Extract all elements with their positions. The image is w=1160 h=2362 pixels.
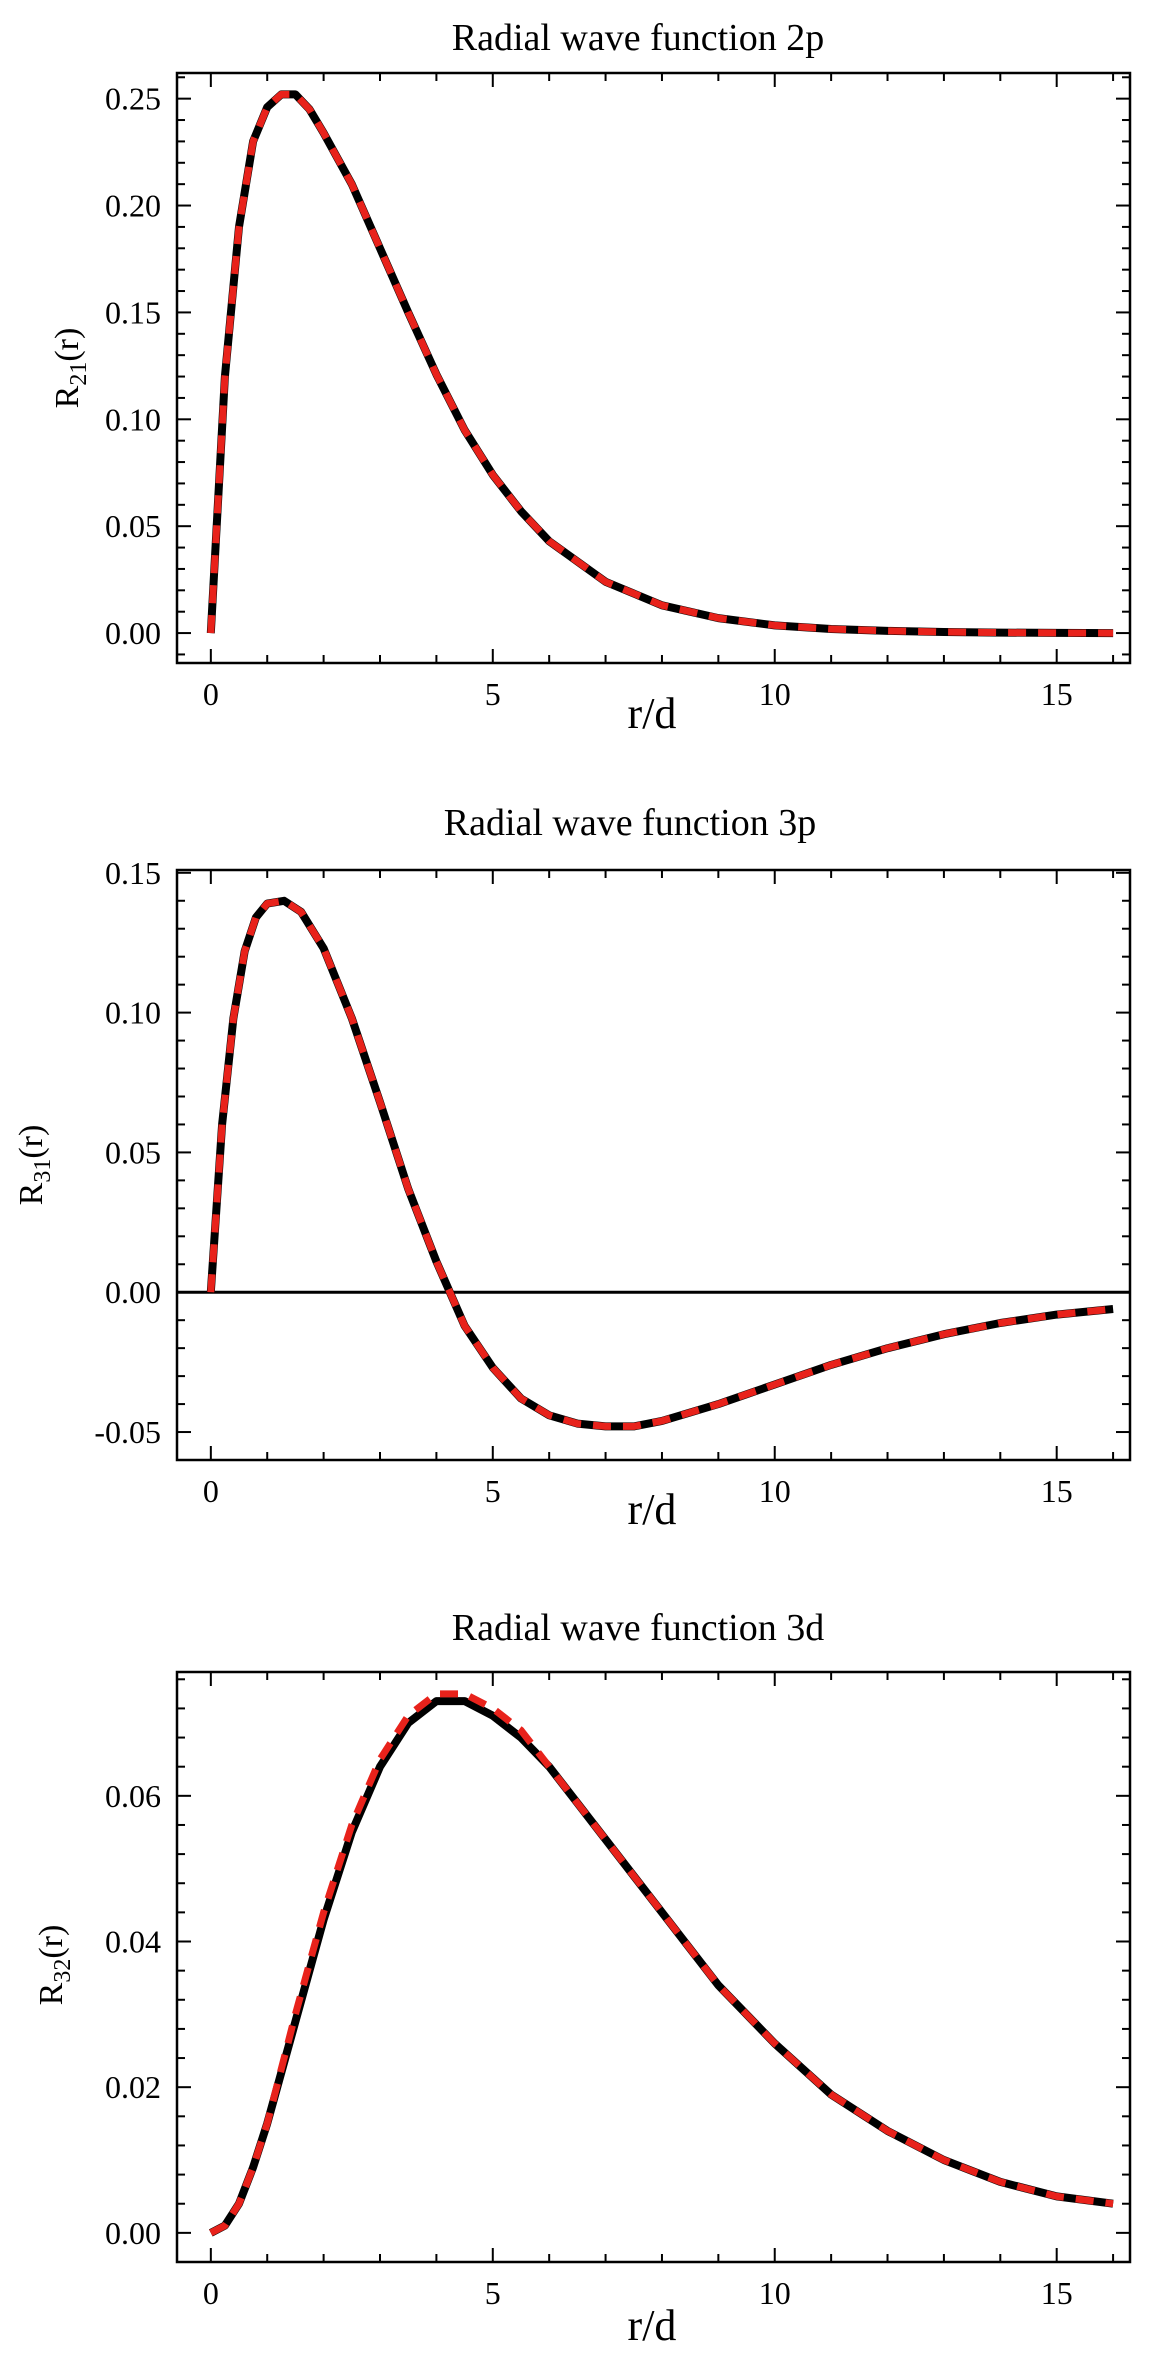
y-axis-label-sub: 21 xyxy=(66,362,92,386)
y-axis-label-main: R xyxy=(49,385,86,408)
plot-frame xyxy=(175,1670,1132,2264)
y-tick-label: 0.06 xyxy=(105,1778,161,1814)
plot-frame xyxy=(175,71,1132,665)
y-axis-label-sub: 32 xyxy=(50,1959,76,1983)
y-axis-label: R32(r) xyxy=(33,1925,76,2006)
series-line-exact xyxy=(208,1697,1114,2237)
x-axis-label: r/d xyxy=(628,2301,677,2350)
y-tick-label: 0.00 xyxy=(105,2215,161,2251)
series-line-approx xyxy=(207,90,1114,637)
chart-title: Radial wave function 3d xyxy=(452,1607,825,1649)
x-tick-label: 10 xyxy=(759,676,791,712)
y-tick-label: 0.05 xyxy=(105,1134,161,1170)
x-tick-label: 0 xyxy=(203,1473,219,1509)
series-line-exact xyxy=(206,896,1114,1431)
y-axis-label-sub: 31 xyxy=(30,1159,56,1183)
series-line-exact xyxy=(206,90,1114,638)
y-axis-label-tail: (r) xyxy=(13,1125,50,1159)
x-tick-label: 10 xyxy=(759,1473,791,1509)
y-tick-label: -0.05 xyxy=(94,1414,161,1450)
x-tick-label: 5 xyxy=(485,676,501,712)
chart-title: Radial wave function 2p xyxy=(452,17,825,59)
y-axis-label-main: R xyxy=(13,1182,50,1205)
x-tick-label: 5 xyxy=(485,1473,501,1509)
y-tick-label: 0.05 xyxy=(105,508,161,544)
y-tick-label: 0.15 xyxy=(105,855,161,891)
tick-labels: 0 5 10 15 0.00 0.02 0.04 0.06 xyxy=(105,1778,1073,2311)
y-tick-label: 0.00 xyxy=(105,1274,161,1310)
plot-frame xyxy=(175,868,1132,1462)
series-line-approx xyxy=(209,1690,1114,2237)
x-tick-label: 0 xyxy=(203,2275,219,2311)
series-layer xyxy=(208,1690,1114,2237)
chart-title: Radial wave function 3p xyxy=(444,802,817,844)
y-axis-label-main: R xyxy=(33,1982,70,2005)
series-layer xyxy=(177,896,1130,1431)
y-tick-label: 0.10 xyxy=(105,995,161,1031)
tick-labels: 0 5 10 15 0.00 0.05 0.10 0.15 0.20 0.25 xyxy=(105,81,1073,712)
x-tick-label: 15 xyxy=(1041,676,1073,712)
series-line-approx xyxy=(207,897,1114,1430)
x-tick-label: 10 xyxy=(759,2275,791,2311)
ticks xyxy=(177,73,1130,663)
x-tick-label: 15 xyxy=(1041,1473,1073,1509)
y-tick-label: 0.15 xyxy=(105,294,161,330)
x-axis-label: r/d xyxy=(628,689,677,738)
panel-3d: Radial wave function 3d 0 5 10 15 0.00 0.02 0.… xyxy=(33,1607,1132,2350)
series-layer xyxy=(206,90,1114,638)
y-tick-label: 0.00 xyxy=(105,615,161,651)
y-tick-label: 0.02 xyxy=(105,2069,161,2105)
panel-2p: Radial wave function 2p 0 5 10 15 0.00 0.05 0.… xyxy=(49,17,1132,738)
ticks xyxy=(177,870,1130,1461)
x-tick-label: 0 xyxy=(203,676,219,712)
y-axis-label: R31(r) xyxy=(13,1125,56,1206)
y-axis-label-tail: (r) xyxy=(33,1925,70,1959)
y-tick-label: 0.10 xyxy=(105,401,161,437)
y-axis-label-tail: (r) xyxy=(49,328,86,362)
x-tick-label: 15 xyxy=(1041,2275,1073,2311)
panel-3p: Radial wave function 3p 0 5 10 15-0.050.000… xyxy=(13,802,1132,1534)
ticks xyxy=(177,1672,1130,2263)
tick-labels: 0 5 10 15 -0.05 0.00 0.05 0.10 0.15 xyxy=(94,855,1072,1509)
x-tick-label: 5 xyxy=(485,2275,501,2311)
x-axis-label: r/d xyxy=(628,1485,677,1534)
y-axis-label: R21(r) xyxy=(49,328,92,409)
y-tick-label: 0.20 xyxy=(105,188,161,224)
y-tick-label: 0.04 xyxy=(105,1924,161,1960)
y-tick-label: 0.25 xyxy=(105,81,161,117)
